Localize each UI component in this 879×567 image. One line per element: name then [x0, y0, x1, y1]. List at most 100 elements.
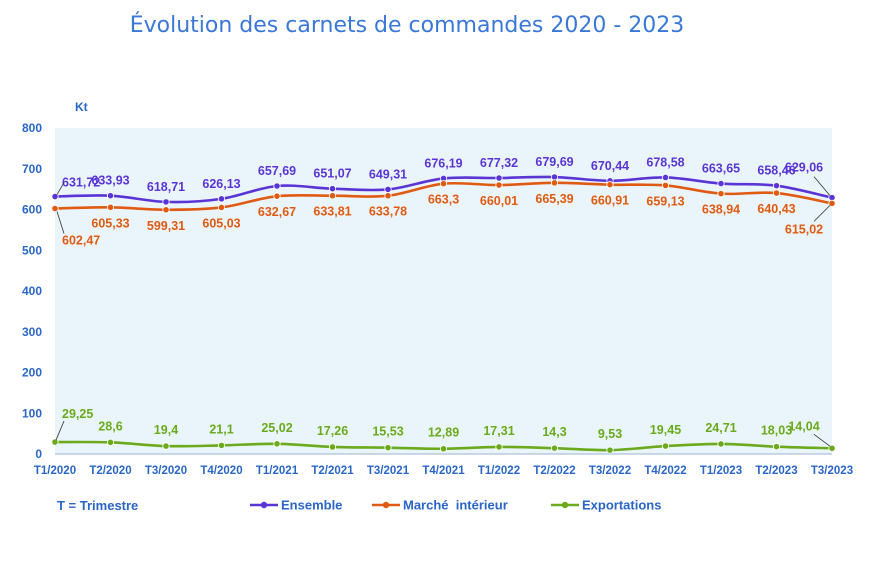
data-point [106, 203, 115, 211]
data-point [495, 174, 503, 182]
data-point [328, 185, 337, 193]
x-tick-label: T1/2023 [700, 465, 742, 477]
data-label: 28,6 [98, 419, 122, 433]
y-tick-label: 200 [22, 366, 42, 380]
trimestre-note: T = Trimestre [57, 498, 138, 513]
data-point [217, 203, 226, 212]
x-tick-label: T1/2021 [256, 465, 299, 477]
y-tick-label: 700 [22, 162, 42, 176]
data-label: 658,46 [757, 164, 795, 178]
y-tick-label: 0 [35, 447, 42, 461]
data-label: 17,31 [483, 424, 514, 438]
legend-label: Ensemble [281, 498, 342, 513]
x-tick-label: T3/2021 [367, 465, 410, 477]
data-label: 602,47 [62, 233, 100, 247]
data-point [51, 438, 59, 446]
data-point [495, 181, 503, 189]
data-point [51, 192, 59, 201]
data-label: 618,71 [147, 180, 185, 194]
data-point [828, 444, 836, 452]
data-point [162, 198, 170, 206]
data-point [273, 182, 281, 190]
data-label: 670,44 [591, 159, 629, 173]
data-label: 599,31 [147, 219, 185, 233]
data-label: 631,72 [62, 176, 100, 190]
legend-label: Exportations [582, 498, 661, 513]
leader-line [56, 211, 65, 234]
data-label: 24,71 [705, 421, 736, 435]
data-label: 663,3 [428, 193, 459, 207]
y-tick-label: 100 [22, 406, 42, 420]
legend-label: Marché intérieur [403, 498, 508, 513]
data-point [273, 192, 281, 200]
data-label: 659,13 [646, 194, 684, 208]
data-label: 605,03 [202, 216, 240, 230]
data-label: 676,19 [424, 156, 462, 170]
data-point [495, 443, 503, 451]
data-point [273, 440, 281, 448]
data-label: 21,1 [209, 422, 233, 436]
data-point [550, 179, 559, 187]
x-tick-label: T2/2023 [755, 465, 797, 477]
data-label: 605,33 [91, 216, 129, 230]
data-point [606, 446, 614, 454]
leader-line [55, 420, 65, 441]
data-label: 633,93 [91, 174, 129, 188]
chart-title: Évolution des carnets de commandes 2020 … [130, 12, 685, 38]
legend-marker [561, 501, 569, 509]
data-label: 679,69 [535, 155, 573, 169]
leader-line [813, 433, 831, 447]
data-label: 657,69 [258, 164, 296, 178]
data-label: 678,58 [646, 155, 684, 169]
data-point [51, 204, 59, 213]
y-tick-label: 800 [22, 121, 42, 135]
data-point [661, 173, 670, 182]
data-point [772, 182, 781, 190]
data-label: 640,43 [757, 202, 795, 216]
data-point [717, 190, 725, 198]
data-label: 25,02 [261, 421, 292, 435]
data-label: 14,3 [542, 425, 566, 439]
x-tick-label: T3/2020 [145, 465, 187, 477]
data-label: 638,94 [702, 203, 740, 217]
data-label: 17,26 [317, 424, 348, 438]
data-label: 660,01 [480, 194, 518, 208]
leader-line [813, 205, 831, 222]
data-label: 633,78 [369, 205, 407, 219]
y-tick-label: 400 [22, 284, 42, 298]
data-label: 626,13 [202, 177, 240, 191]
x-tick-label: T2/2020 [89, 465, 131, 477]
x-tick-label: T3/2022 [589, 465, 631, 477]
data-point [217, 195, 226, 203]
data-point [384, 185, 392, 194]
data-point [717, 440, 725, 448]
x-tick-label: T1/2022 [478, 465, 520, 477]
data-point [550, 444, 559, 452]
y-tick-label: 500 [22, 243, 42, 257]
data-label: 615,02 [785, 222, 823, 236]
data-point [106, 192, 115, 200]
data-point [328, 443, 337, 451]
y-tick-label: 300 [22, 325, 42, 339]
data-point [439, 445, 448, 453]
data-point [661, 442, 670, 450]
data-label: 632,67 [258, 205, 296, 219]
data-label: 9,53 [598, 427, 622, 441]
data-label: 14,04 [788, 419, 819, 433]
data-point [606, 181, 614, 189]
data-point [384, 192, 392, 200]
legend-marker [260, 501, 268, 509]
data-label: 19,4 [154, 423, 178, 437]
data-label: 660,91 [591, 194, 629, 208]
legend-marker [382, 501, 390, 509]
y-axis-label: Kt [75, 100, 88, 114]
data-label: 663,65 [702, 162, 740, 176]
data-point [717, 179, 725, 188]
data-point [106, 438, 115, 446]
data-point [217, 441, 226, 450]
data-label: 15,53 [372, 425, 403, 439]
data-point [162, 442, 170, 450]
data-label: 649,31 [369, 167, 407, 181]
data-point [439, 180, 448, 188]
